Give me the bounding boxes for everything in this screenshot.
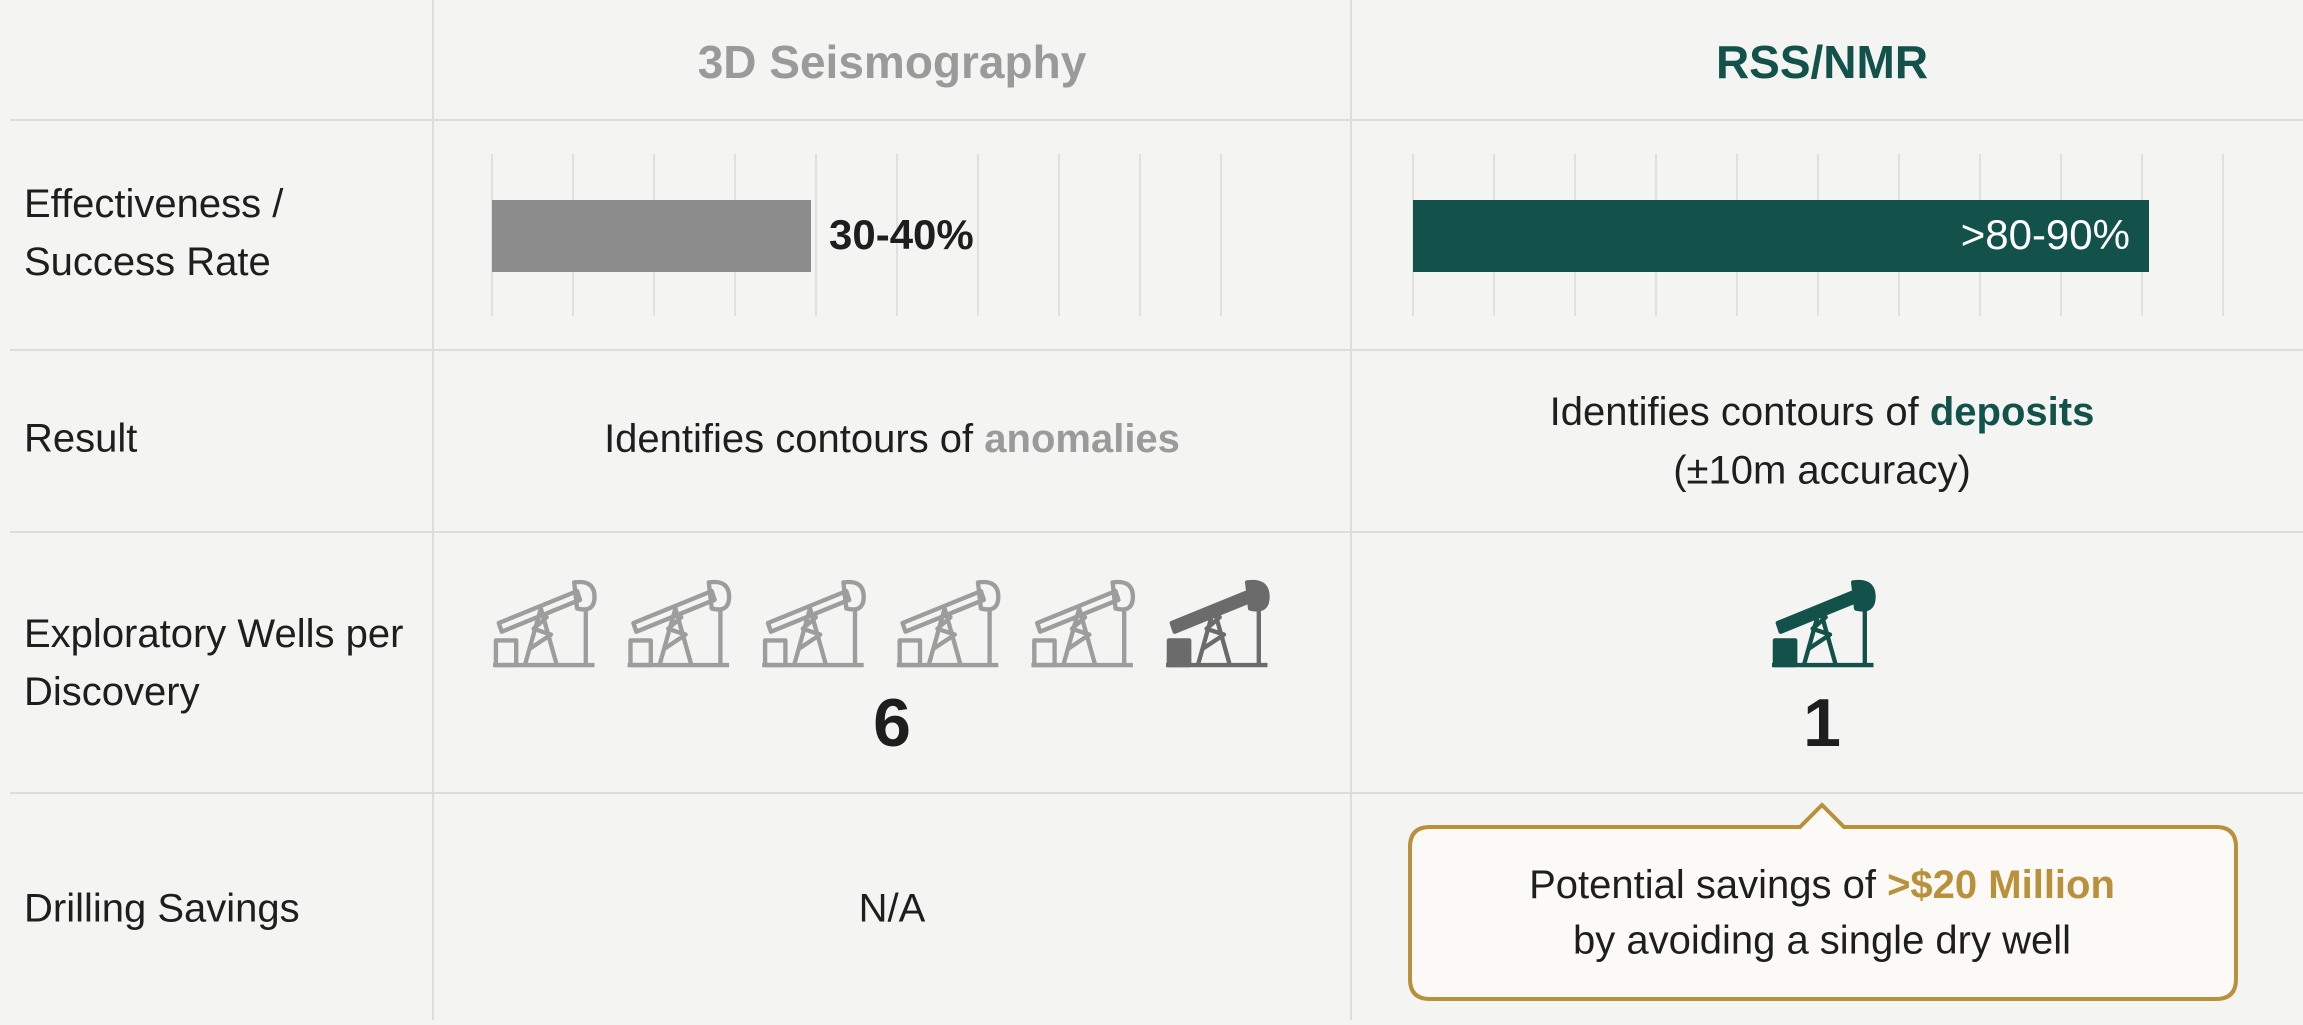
pumpjack-icon <box>896 579 1001 668</box>
icon-motor <box>493 638 519 668</box>
icon-head <box>706 579 732 612</box>
result-text-part: Identifies contours of <box>1550 390 1930 434</box>
icon-motor <box>1032 638 1057 668</box>
icon-motor <box>1166 638 1192 668</box>
pumpjack-icon <box>1166 579 1270 668</box>
row-label: Effectiveness / Success Rate <box>24 182 284 284</box>
row-label: Drilling Savings <box>24 887 300 931</box>
pumpjack-icon <box>627 579 732 668</box>
column-header: 3D Seismography <box>698 36 1087 88</box>
row-label: Exploratory Wells per Discovery <box>24 612 404 714</box>
icon-beam <box>765 588 852 634</box>
savings-text: Potential savings of >$20 Million <box>1529 863 2115 907</box>
result-text-part: Identifies contours of <box>604 417 984 461</box>
result-highlight: anomalies <box>984 417 1180 461</box>
savings-text: N/A <box>859 887 926 931</box>
effectiveness-value: 30-40% <box>829 211 974 258</box>
row-label-box: Exploratory Wells per Discovery <box>24 612 404 714</box>
icon-head <box>1110 579 1136 612</box>
savings-text: by avoiding a single dry well <box>1573 919 2071 963</box>
column-header: RSS/NMR <box>1716 36 1928 88</box>
icon-motor <box>628 638 653 668</box>
icon-head <box>975 579 1001 612</box>
effectiveness-bar <box>1413 200 2149 272</box>
well-icons <box>493 579 1876 668</box>
icon-head <box>1851 579 1876 612</box>
savings-callout <box>1408 802 2238 1001</box>
icon-beam <box>900 588 986 634</box>
effectiveness-value: >80-90% <box>1961 211 2130 258</box>
icon-head <box>572 579 597 612</box>
result-note: (±10m accuracy) <box>1673 449 1971 493</box>
savings-highlight: >$20 Million <box>1887 863 2115 907</box>
icon-beam <box>631 588 717 634</box>
icon-motor <box>897 638 923 668</box>
icon-beam <box>496 588 583 634</box>
savings-text-part: Potential savings of <box>1529 863 1887 907</box>
icon-motor <box>762 638 788 668</box>
well-count: 6 <box>873 685 911 761</box>
pumpjack-icon <box>1031 579 1136 668</box>
row-label-box: Effectiveness / Success Rate <box>24 182 284 284</box>
pumpjack-icon <box>493 579 597 668</box>
icon-head <box>841 579 866 612</box>
icon-head <box>1245 579 1270 612</box>
pumpjack-icon <box>1772 579 1876 668</box>
result-text: Identifies contours of deposits <box>1550 390 2095 434</box>
result-highlight: deposits <box>1930 390 2094 434</box>
effectiveness-bar <box>492 200 811 272</box>
result-text: Identifies contours of anomalies <box>604 417 1180 461</box>
well-count: 1 <box>1803 685 1841 761</box>
icon-beam <box>1035 588 1121 634</box>
pumpjack-icon <box>762 579 866 668</box>
row-label: Result <box>24 417 137 461</box>
icon-motor <box>1772 638 1798 668</box>
